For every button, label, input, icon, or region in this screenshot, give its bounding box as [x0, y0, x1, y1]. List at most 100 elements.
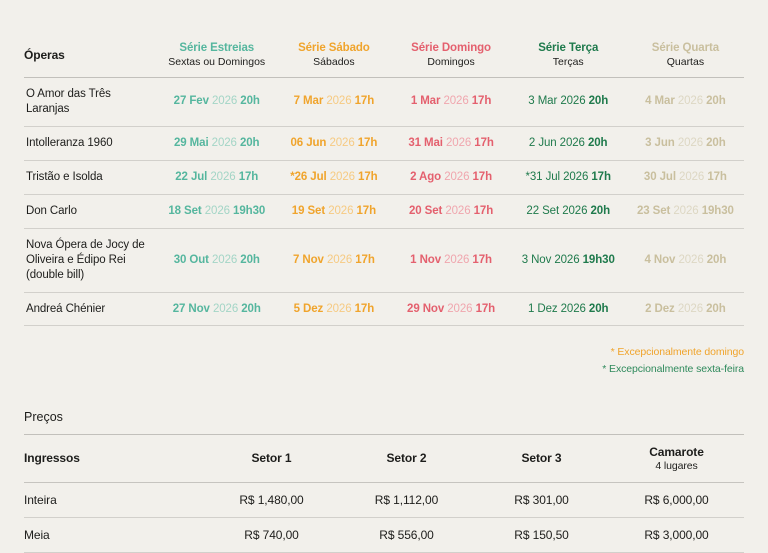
column-header-serie-estreias: Série Estreias Sextas ou Domingos [158, 42, 276, 78]
date-day: 1 Mar [410, 95, 441, 108]
date-time: 20h [590, 204, 611, 217]
schedule-cell: 31 Mai 2026 17h [392, 126, 510, 161]
prices-header-row: Ingressos Setor 1 Setor 2 Setor 3 Camaro… [24, 434, 744, 483]
schedule-cell: 27 Nov 2026 20h [158, 292, 276, 327]
table-row: Meia R$ 740,00 R$ 556,00 R$ 150,50 R$ 3,… [24, 517, 744, 553]
column-header-serie-sabado: Série Sábado Sábados [275, 42, 393, 78]
schedule-cell: 06 Jun 2026 17h [275, 126, 393, 161]
date-day: 31 Mai [408, 136, 443, 149]
schedule-cell: 18 Set 2026 19h30 [158, 194, 276, 229]
date-time: 19h30 [233, 204, 266, 217]
opera-name: Tristão e Isolda [24, 160, 159, 195]
date-day: 3 Nov [521, 253, 552, 266]
table-row: Andreá Chénier 27 Nov 2026 20h 5 Dez 202… [24, 292, 744, 327]
date-time: 17h [475, 302, 496, 315]
date-day: 18 Set [168, 204, 202, 217]
date-year: 2026 [328, 204, 354, 217]
series-title: Série Estreias [179, 42, 255, 54]
date-day: 7 Mar [293, 95, 324, 108]
table-row: O Amor das Três Laranjas 27 Fev 2026 20h… [24, 77, 744, 127]
date-day: 7 Nov [293, 253, 324, 266]
date-year: 2026 [447, 302, 473, 315]
column-header-serie-quarta: Série Quarta Quartas [626, 42, 744, 78]
schedule-cell: 20 Set 2026 17h [392, 194, 510, 229]
date-year: 2026 [211, 95, 238, 108]
series-title: Série Domingo [411, 42, 491, 54]
date-year: 2026 [562, 204, 588, 217]
schedule-cell: 5 Dez 2026 17h [275, 292, 393, 327]
footnote-domingo: * Excepcionalmente domingo [610, 346, 745, 359]
table-row: Tristão e Isolda 22 Jul 2026 17h *26 Jul… [24, 160, 744, 195]
schedule-cell: 23 Set 2026 19h30 [626, 194, 744, 229]
date-time: 20h [240, 95, 260, 108]
date-year: 2026 [673, 204, 699, 217]
date-year: 2026 [677, 95, 703, 108]
opera-name: O Amor das Três Laranjas [24, 77, 159, 127]
camarote-subtitle: 4 lugares [655, 459, 698, 472]
date-time: 17h [356, 204, 377, 217]
date-year: 2026 [563, 170, 589, 183]
opera-schedule-table: Óperas Série Estreias Sextas ou Domingos… [24, 42, 744, 327]
date-year: 2026 [329, 136, 355, 149]
series-subtitle: Sextas ou Domingos [168, 56, 266, 68]
date-time: 20h [706, 302, 726, 315]
series-title: Série Sábado [298, 42, 370, 54]
price-value: R$ 301,00 [474, 482, 609, 518]
date-day: 29 Mai [174, 136, 209, 149]
schedule-cell: 29 Nov 2026 17h [392, 292, 510, 327]
date-day: 30 Jul [643, 170, 676, 183]
date-day: 27 Nov [172, 302, 210, 315]
date-time: 17h [355, 253, 375, 266]
date-year: 2026 [326, 253, 353, 266]
date-year: 2026 [329, 170, 355, 183]
date-year: 2026 [211, 253, 238, 266]
price-value: R$ 556,00 [339, 517, 474, 553]
table-row: Nova Ópera de Jocy de Oliveira e Édipo R… [24, 228, 744, 293]
date-day: 3 Mar [528, 95, 558, 108]
date-time: 17h [358, 170, 378, 183]
date-time: 17h [471, 95, 492, 108]
table-row: Don Carlo 18 Set 2026 19h30 19 Set 2026 … [24, 194, 744, 229]
opera-name: Intolleranza 1960 [24, 126, 159, 161]
schedule-cell: 30 Out 2026 20h [158, 228, 276, 293]
date-day: 23 Set [636, 204, 671, 217]
price-row-label: Meia [24, 517, 204, 553]
ingressos-column-header: Ingressos [24, 434, 204, 483]
schedule-cell: 4 Mar 2026 20h [626, 77, 744, 127]
date-year: 2026 [444, 170, 470, 183]
date-time: 19h30 [582, 253, 615, 266]
date-time: 17h [473, 204, 494, 217]
footnote-sexta-feira: * Excepcionalmente sexta-feira [602, 362, 744, 375]
date-day: 22 Jul [175, 170, 208, 183]
column-header-setor-2: Setor 2 [339, 434, 474, 483]
schedule-cell: 29 Mai 2026 20h [158, 126, 276, 161]
price-value: R$ 1,112,00 [339, 482, 474, 518]
schedule-cell: 30 Jul 2026 17h [626, 160, 744, 195]
date-day: 1 Nov [410, 253, 441, 266]
schedule-cell: 19 Set 2026 17h [275, 194, 393, 229]
date-year: 2026 [326, 302, 352, 315]
date-year: 2026 [560, 95, 586, 108]
price-value: R$ 150,50 [474, 517, 609, 553]
price-row-label: Inteira [24, 482, 204, 518]
date-time: 19h30 [701, 204, 734, 217]
date-time: 17h [472, 253, 492, 266]
date-time: 20h [239, 136, 260, 149]
schedule-cell: 2 Jun 2026 20h [509, 126, 627, 161]
prices-table: Ingressos Setor 1 Setor 2 Setor 3 Camaro… [24, 434, 744, 553]
date-year: 2026 [204, 204, 230, 217]
date-day: 2 Ago [410, 170, 442, 183]
series-subtitle: Quartas [666, 56, 705, 68]
schedule-cell: 7 Mar 2026 17h [275, 77, 393, 127]
date-day: 30 Out [173, 253, 209, 266]
schedule-cell: 3 Nov 2026 19h30 [509, 228, 627, 293]
schedule-cell: 3 Jun 2026 20h [626, 126, 744, 161]
date-year: 2026 [212, 302, 239, 315]
date-time: 17h [238, 170, 259, 183]
column-header-setor-3: Setor 3 [474, 434, 609, 483]
series-title: Série Terça [538, 42, 599, 54]
price-value: R$ 3,000,00 [609, 517, 744, 553]
date-day: 19 Set [291, 204, 326, 217]
date-day: *31 Jul [525, 170, 561, 183]
